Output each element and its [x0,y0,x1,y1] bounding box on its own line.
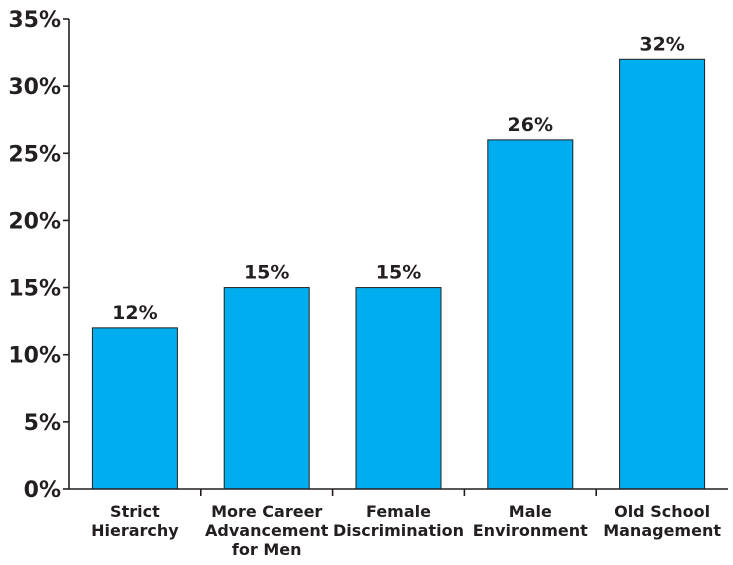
y-tick-label: 20% [8,209,61,234]
x-tick-label-line: Hierarchy [91,521,179,540]
x-axis: Strict Hierarchy More Career Advancement for… [69,488,728,559]
x-tick-label: Female Discrimination [333,502,464,540]
bars: 12% 15% 15% 26% 32% [91,33,706,490]
x-tick-label-line: Advancement [205,521,329,540]
y-axis: 0% 5% 10% 15% 20% 25% 30% 35% [8,8,70,503]
x-tick-label-line: Strict [110,502,160,521]
y-tick-label: 25% [8,142,61,167]
y-tick-label: 10% [8,344,61,369]
x-tick-label: Male Environment [473,502,588,540]
y-tick-label: 0% [24,478,61,503]
bar [91,327,178,490]
x-tick-label: Old School Management [603,502,721,540]
x-tick-label-line: Old School [614,502,710,521]
y-tick-label: 5% [24,411,61,436]
y-tick-label: 30% [8,75,61,100]
x-tick-label: More Career Advancement for Men [205,502,329,559]
bar [223,287,310,490]
bar [619,58,706,490]
x-tick-label-line: Environment [473,521,588,540]
data-label: 15% [376,262,421,284]
y-tick-label: 35% [8,8,61,33]
x-tick-label-line: Discrimination [333,521,464,540]
data-label: 32% [639,33,684,55]
x-tick-label-line: More Career [211,502,322,521]
data-label: 26% [508,114,553,136]
x-tick-label-line: Female [366,502,431,521]
bar [355,287,442,490]
x-tick-label-line: for Men [232,540,302,559]
y-tick-label: 15% [8,277,61,302]
x-tick-label: Strict Hierarchy [91,502,179,540]
data-label: 15% [244,262,289,284]
data-label: 12% [112,302,157,324]
bar [487,139,574,490]
x-tick-label-line: Male [509,502,552,521]
x-tick-label-line: Management [603,521,721,540]
